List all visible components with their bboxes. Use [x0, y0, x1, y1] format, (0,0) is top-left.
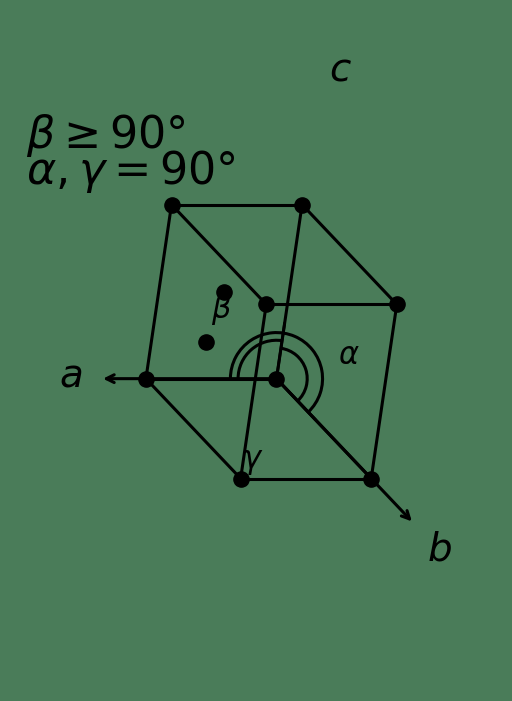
Point [142, 373, 150, 384]
Point [237, 473, 245, 484]
Text: $c$: $c$ [329, 52, 352, 89]
Point [167, 199, 176, 210]
Point [393, 299, 401, 310]
Point [272, 373, 281, 384]
Point [367, 473, 375, 484]
Text: $b$: $b$ [426, 531, 452, 568]
Text: $\beta$: $\beta$ [210, 292, 231, 327]
Text: $\beta \geq 90°$: $\beta \geq 90°$ [26, 112, 185, 159]
Text: $\alpha$: $\alpha$ [338, 340, 359, 372]
Point [298, 199, 306, 210]
Text: $\alpha,\gamma = 90°$: $\alpha,\gamma = 90°$ [26, 148, 236, 196]
Point [262, 299, 270, 310]
Text: $\gamma$: $\gamma$ [242, 446, 264, 477]
Point [202, 336, 210, 347]
Point [220, 286, 228, 297]
Text: $a$: $a$ [59, 358, 82, 395]
